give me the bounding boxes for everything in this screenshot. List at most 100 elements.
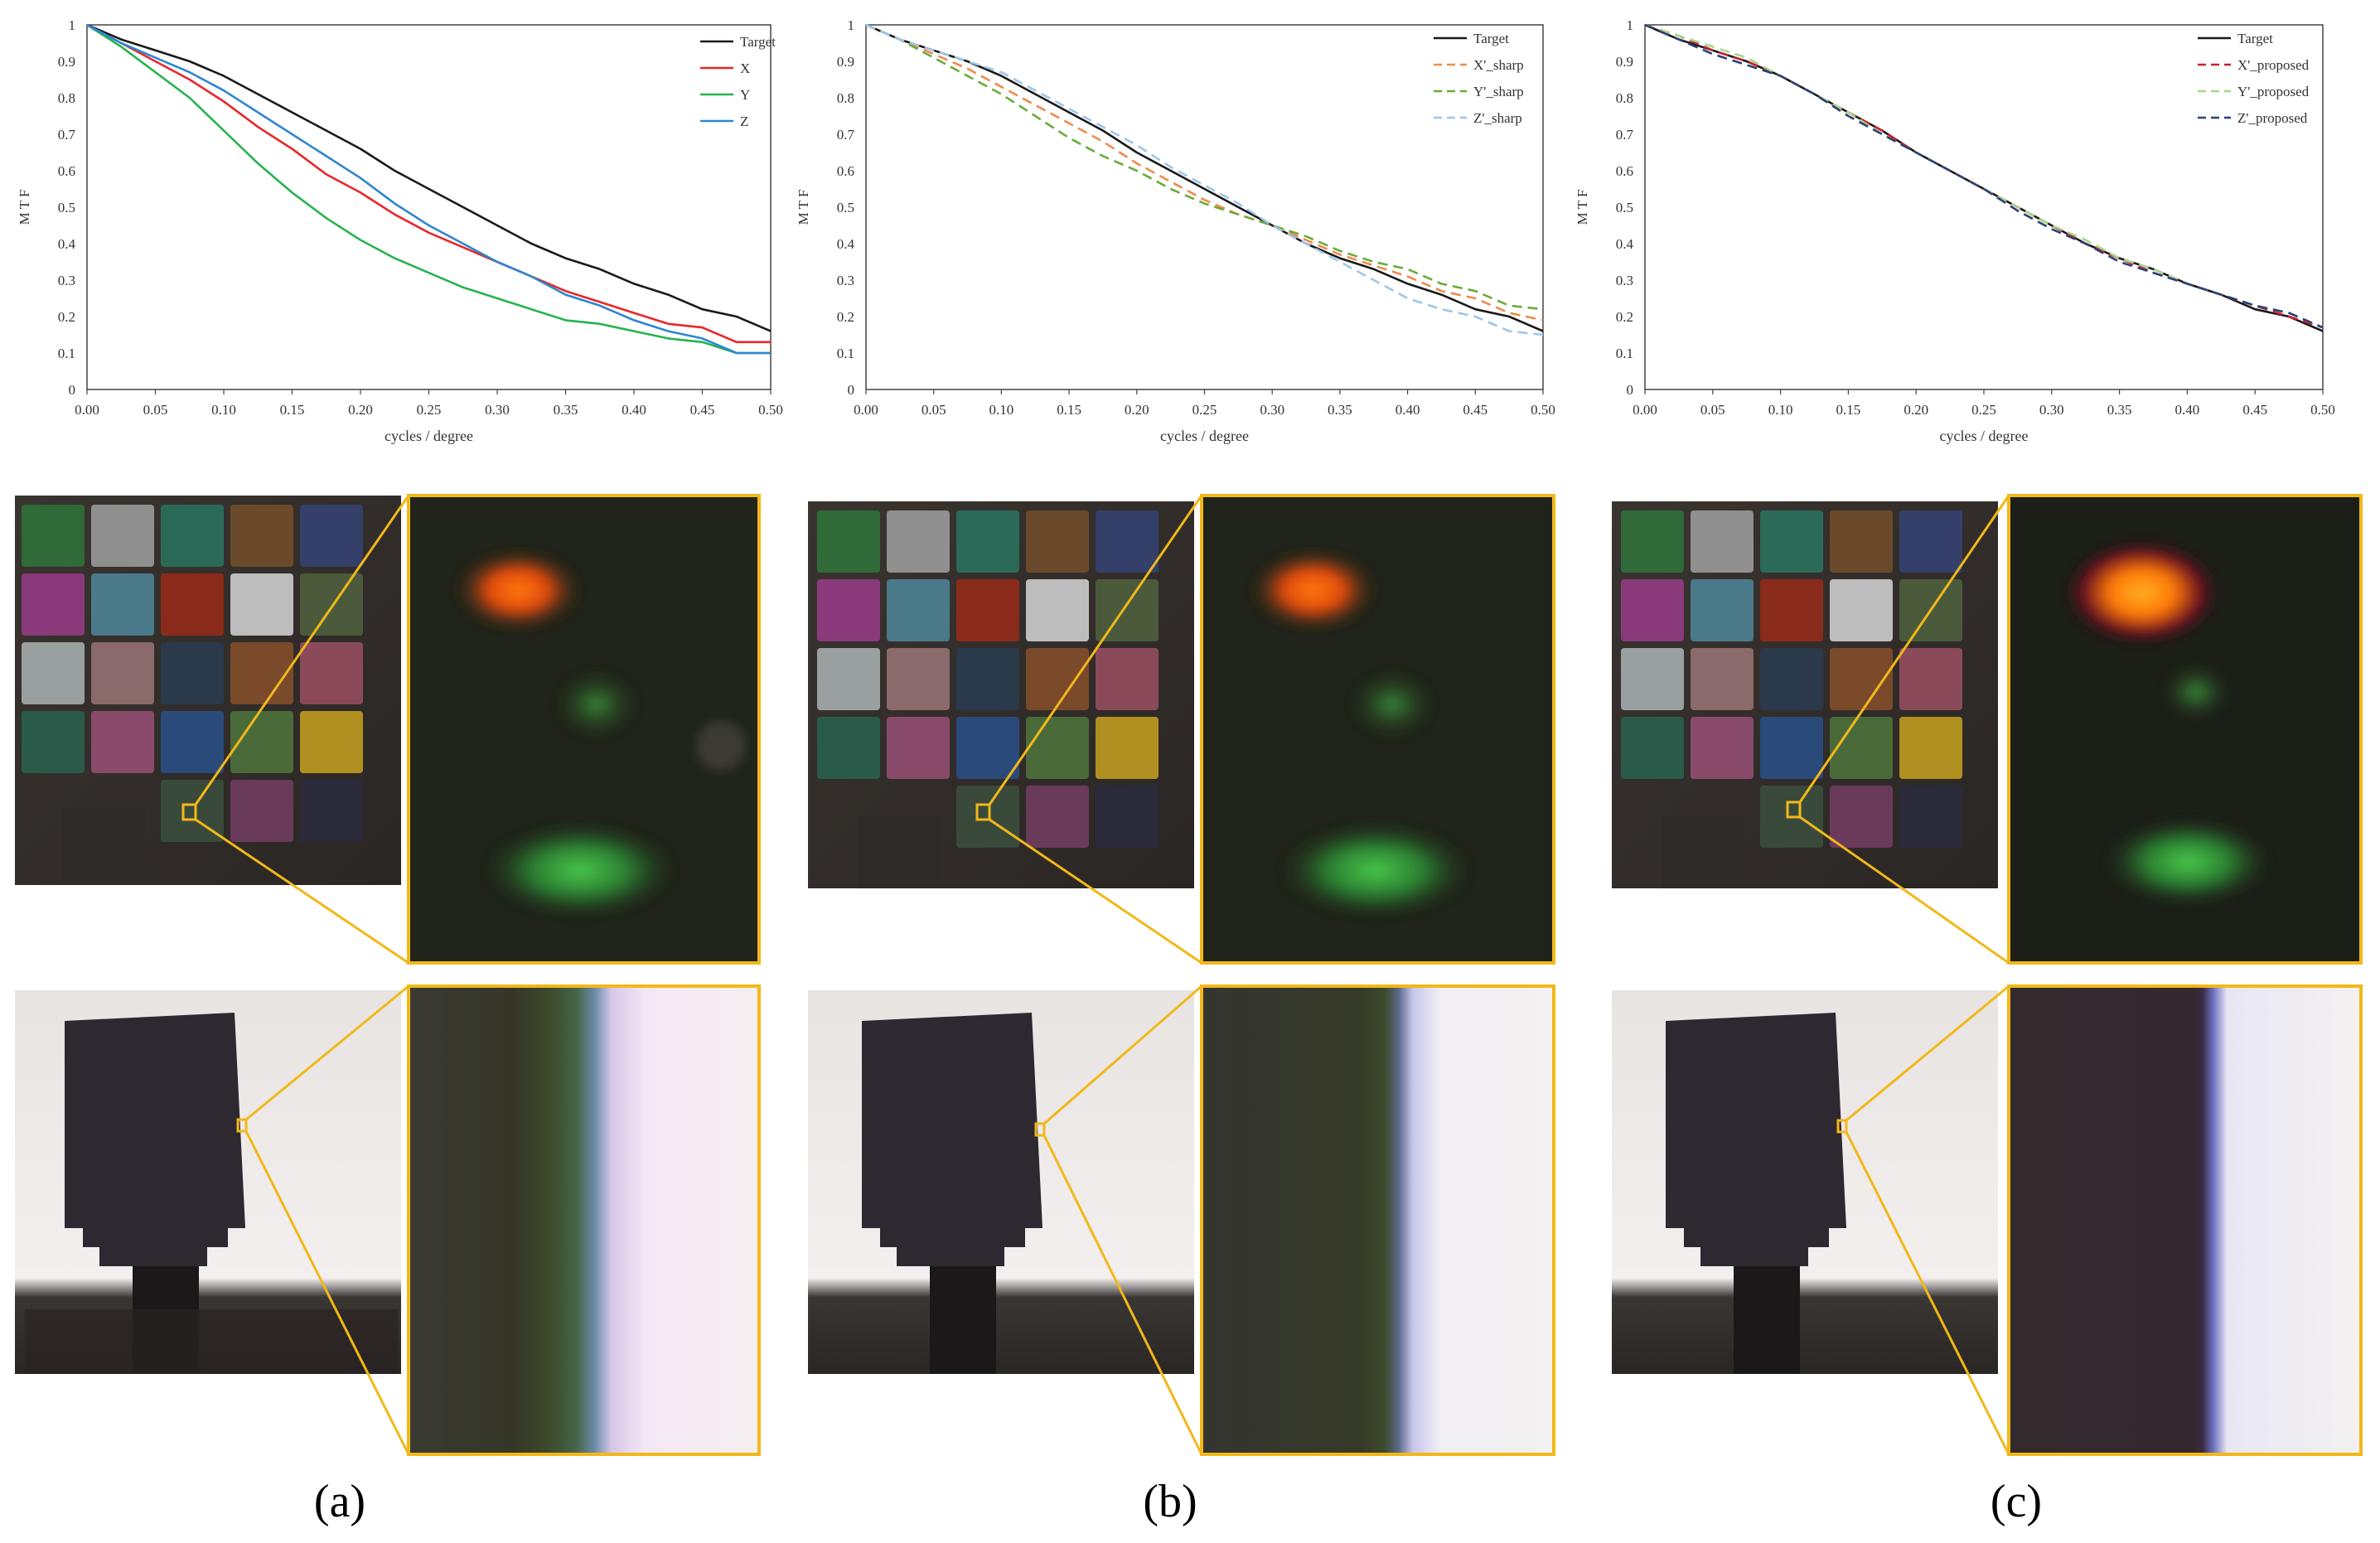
legend-label: X'_proposed	[2237, 57, 2310, 73]
x-tick-label: 0.10	[211, 402, 236, 418]
checker-tile	[1830, 510, 1893, 573]
checker-tile	[1899, 510, 1962, 573]
x-tick-label: 0.20	[1904, 402, 1928, 418]
checker-tile	[22, 573, 85, 636]
edge-zoom-b	[1200, 984, 1555, 1456]
x-tick-label: 0.45	[1463, 402, 1488, 418]
x-axis-label: cycles / degree	[1160, 428, 1249, 444]
checker-tile	[230, 642, 293, 704]
checker-zoom-a	[407, 494, 761, 965]
y-tick-label: 0.9	[1616, 54, 1633, 70]
x-tick-label: 0.35	[1328, 402, 1352, 418]
checker-tile	[161, 711, 224, 773]
x-tick-label: 0.00	[1633, 402, 1657, 418]
checker-tile	[1899, 786, 1962, 848]
x-tick-label: 0.05	[1700, 402, 1725, 418]
series-line-yproposed	[1644, 23, 2324, 329]
legend-label: Y'_sharp	[1473, 84, 1524, 99]
checker-tile	[887, 648, 950, 710]
legend-label: X	[740, 60, 750, 76]
x-tick-label: 0.05	[143, 402, 168, 418]
x-tick-label: 0.25	[1971, 402, 1996, 418]
checker-tile	[1691, 579, 1754, 641]
checker-tile	[1830, 717, 1893, 779]
series-line-z	[86, 23, 771, 355]
target-photo-a	[15, 990, 401, 1374]
checker-photo-b	[808, 501, 1194, 888]
x-tick-label: 0.40	[2175, 402, 2200, 418]
checker-tile	[887, 579, 950, 641]
checker-zoom-b	[1200, 494, 1555, 965]
checker-tile	[1760, 648, 1823, 710]
checker-tile	[22, 642, 85, 704]
series-line-ysharp	[865, 23, 1544, 311]
legend-label: Z	[740, 114, 748, 129]
checker-tile	[1691, 648, 1754, 710]
x-tick-label: 0.15	[1057, 402, 1081, 418]
photos-layer	[15, 494, 2363, 1456]
checker-tile	[956, 786, 1019, 848]
checker-tile	[1691, 510, 1754, 573]
checker-tile	[300, 780, 363, 842]
x-tick-label: 0.15	[280, 402, 305, 418]
checker-tile	[300, 642, 363, 704]
y-tick-label: 1	[848, 17, 855, 33]
checker-tile	[1621, 510, 1684, 573]
y-tick-label: 0.3	[837, 273, 854, 288]
x-axis-label: cycles / degree	[385, 428, 473, 444]
checker-tile	[1026, 717, 1089, 779]
checker-tile	[956, 510, 1019, 573]
x-tick-label: 0.35	[2107, 402, 2132, 418]
edge-zoom-a	[407, 984, 761, 1456]
legend-label: Y	[740, 87, 750, 103]
y-tick-label: 0.6	[58, 163, 75, 179]
series-line-target	[1644, 23, 2324, 332]
y-tick-label: 0.8	[58, 90, 75, 106]
checker-tile	[161, 780, 224, 842]
checker-tile	[817, 717, 880, 779]
y-tick-label: 0.5	[58, 200, 75, 215]
plot-frame	[1644, 24, 2324, 390]
color-checker-tiles-b	[817, 510, 1159, 848]
x-tick-label: 0.30	[485, 402, 510, 418]
x-tick-label: 0.45	[2242, 402, 2267, 418]
y-tick-label: 0.8	[837, 90, 854, 106]
y-tick-label: 0	[69, 382, 76, 398]
charts-layer: 0 0.1 0.2 0.3 0.4 0.5 0.6 0.7 0.8 0.9 1 0.00 0.05 0.1…	[17, 17, 2335, 444]
checker-tile	[91, 505, 154, 567]
checker-tile	[956, 648, 1019, 710]
legend-label: X'_sharp	[1473, 57, 1524, 73]
y-tick-label: 0.2	[58, 309, 75, 325]
checker-tile	[1096, 648, 1159, 710]
checker-tile	[1096, 579, 1159, 641]
checker-tile	[956, 717, 1019, 779]
checker-tile	[817, 579, 880, 641]
x-tick-label: 0.00	[75, 402, 99, 418]
checker-tile	[1096, 717, 1159, 779]
x-axis-label: cycles / degree	[1940, 428, 2029, 444]
checker-tile	[1026, 579, 1089, 641]
series-line-xsharp	[865, 23, 1544, 322]
checker-tile	[1830, 579, 1893, 641]
y-tick-label: 0.3	[1616, 273, 1633, 288]
y-tick-label: 0.4	[1616, 236, 1634, 252]
checker-tile	[230, 780, 293, 842]
y-axis-label: M T F	[1575, 190, 1590, 225]
y-tick-label: 0.4	[58, 236, 76, 252]
checker-tile	[22, 711, 85, 773]
checker-tile	[1096, 786, 1159, 848]
checker-zoom-c	[2007, 494, 2363, 965]
legend-label: Z'_proposed	[2237, 110, 2308, 126]
y-tick-label: 0.2	[1616, 309, 1633, 325]
y-tick-label: 1	[1627, 17, 1634, 33]
x-tick-label: 0.35	[554, 402, 578, 418]
y-tick-label: 0.2	[837, 309, 854, 325]
checker-tile	[817, 648, 880, 710]
checker-tile	[887, 717, 950, 779]
y-tick-label: 0.5	[1616, 200, 1633, 215]
x-tick-label: 0.20	[1125, 402, 1149, 418]
plot-frame	[865, 24, 1544, 390]
checker-tile	[1899, 648, 1962, 710]
checker-tile	[1096, 510, 1159, 573]
